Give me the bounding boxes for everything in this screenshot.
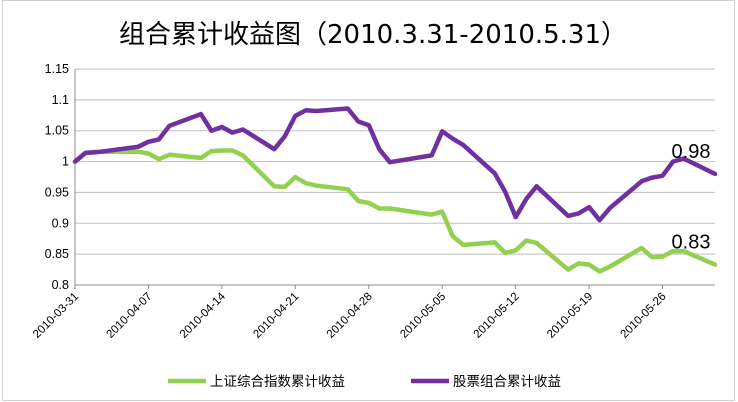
legend-label: 上证综合指数累计收益 <box>210 374 345 390</box>
axes: 0.8 0.85 0.9 0.95 1 1.05 1.1 1.15 2010-03-31 2010… <box>31 62 715 341</box>
series-line-1 <box>72 148 718 274</box>
line-chart: 组合累计收益图（2010.3.31-2010.5.31） 0.80.850.90… <box>31 20 718 390</box>
data-labels: 0.83 0.98 <box>672 141 711 254</box>
end-value-label: 0.83 <box>672 232 711 254</box>
end-value-label: 0.98 <box>672 141 711 163</box>
x-tick-label: 2010-05-12 <box>472 291 522 341</box>
legend: 上证综合指数累计收益 股票组合累计收益 <box>168 374 561 390</box>
y-tick-label: 0.9 <box>52 216 69 230</box>
y-tick-label: 0.8 <box>52 278 69 292</box>
gridlines <box>75 68 715 255</box>
y-tick-label: 0.95 <box>45 185 69 199</box>
x-tick-label: 2010-05-05 <box>398 291 448 341</box>
chart-title: 组合累计收益图（2010.3.31-2010.5.31） <box>119 20 627 50</box>
x-tick-label: 2010-05-26 <box>619 291 669 341</box>
legend-label: 股票组合累计收益 <box>453 374 561 390</box>
y-tick-label: 1 <box>62 155 69 169</box>
x-tick-label: 2010-04-28 <box>325 291 375 341</box>
y-tick-label: 1.15 <box>45 62 69 76</box>
x-tick-label: 2010-05-19 <box>545 291 595 341</box>
x-tick-label: 2010-04-21 <box>251 291 301 341</box>
series-lines <box>72 106 718 274</box>
series-line-2 <box>72 106 718 223</box>
y-tick-label: 0.85 <box>45 247 69 261</box>
y-tick-label: 1.05 <box>45 124 69 138</box>
x-tick-label: 2010-04-07 <box>104 291 154 341</box>
x-tick-label: 2010-04-14 <box>178 290 229 341</box>
y-tick-label: 1.1 <box>52 93 69 107</box>
x-tick-label: 2010-03-31 <box>31 291 81 341</box>
